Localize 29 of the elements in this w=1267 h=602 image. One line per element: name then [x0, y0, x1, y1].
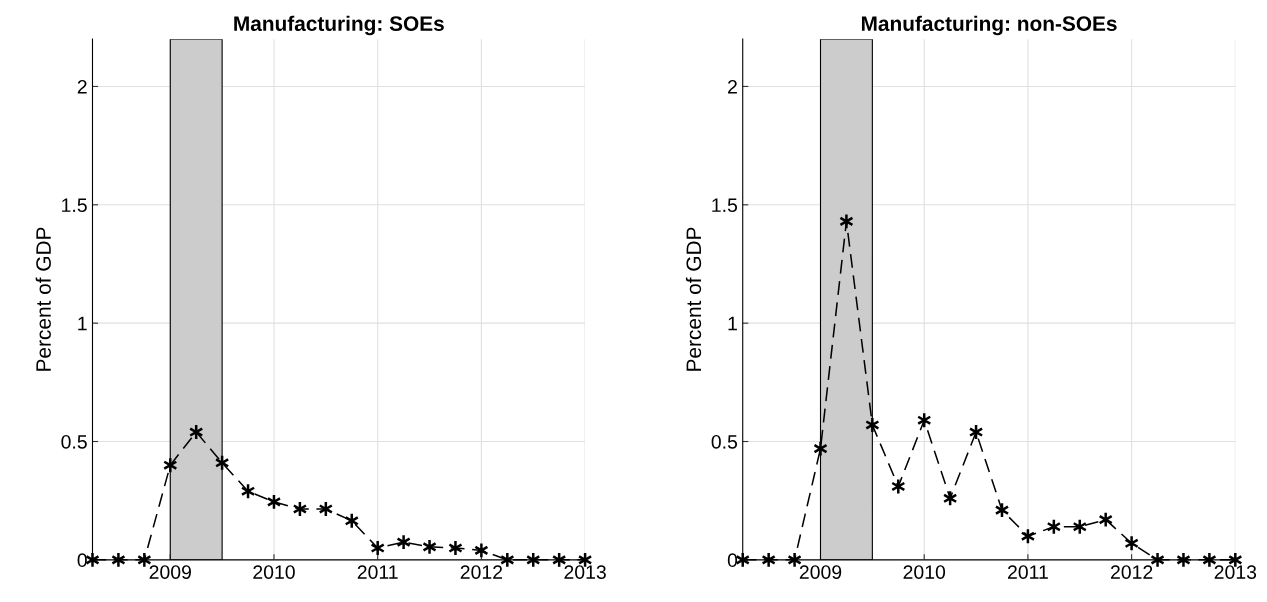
x-tick-label: 2009 [149, 565, 191, 579]
y-axis-title: Percent of GDP [685, 227, 702, 371]
x-tick-label: 2012 [460, 565, 503, 579]
x-tick-label: 2013 [1214, 565, 1257, 579]
x-tick-label: 2011 [1007, 565, 1048, 579]
y-tick-label: 0.5 [61, 434, 87, 449]
y-tick-label: 1 [78, 316, 87, 331]
x-tick-label: 2013 [564, 565, 606, 579]
point [448, 539, 463, 557]
chart-title: Manufacturing: non-SOEs [861, 15, 1117, 36]
y-tick-label: 1.5 [712, 198, 738, 213]
x-tick-label: 2009 [799, 565, 842, 579]
point [813, 440, 828, 457]
x-tick-label: 2012 [1110, 565, 1153, 579]
x-tick-label: 2011 [357, 565, 398, 579]
y-tick-label: 0 [727, 553, 738, 568]
y-axis-title: Percent of GDP [35, 227, 51, 371]
point [396, 533, 411, 551]
y-tick-label: 2 [728, 79, 737, 94]
x-tick-label: 2010 [253, 565, 295, 579]
y-tick-label: 0.5 [711, 434, 738, 449]
y-tick-label: 1.5 [62, 198, 87, 213]
y-tick-label: 2 [77, 79, 87, 94]
y-tick-label: 1 [728, 316, 737, 331]
chart-title: Manufacturing: SOEs [234, 15, 444, 36]
y-tick-label: 0 [77, 553, 87, 568]
point [111, 551, 126, 569]
point [865, 416, 880, 434]
x-tick-label: 2010 [903, 565, 946, 579]
